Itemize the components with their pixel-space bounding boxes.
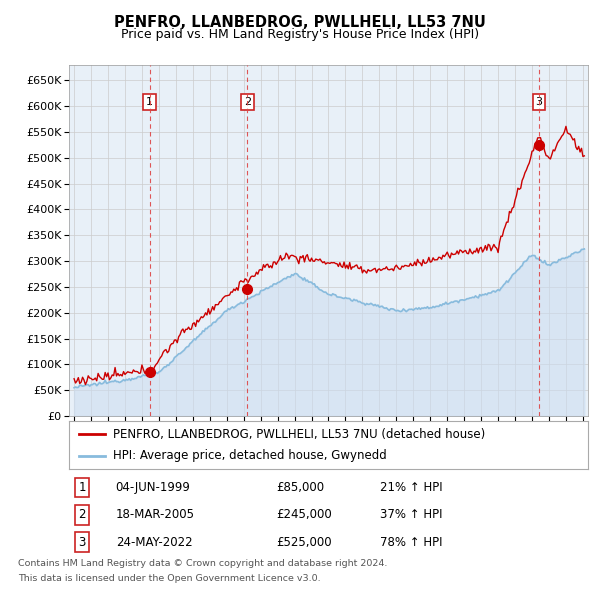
Text: 04-JUN-1999: 04-JUN-1999 (116, 481, 191, 494)
Text: 24-MAY-2022: 24-MAY-2022 (116, 536, 193, 549)
Text: 2: 2 (244, 97, 251, 107)
Text: 3: 3 (535, 97, 542, 107)
Text: PENFRO, LLANBEDROG, PWLLHELI, LL53 7NU (detached house): PENFRO, LLANBEDROG, PWLLHELI, LL53 7NU (… (113, 428, 485, 441)
Text: HPI: Average price, detached house, Gwynedd: HPI: Average price, detached house, Gwyn… (113, 449, 387, 462)
Text: £525,000: £525,000 (277, 536, 332, 549)
Text: 21% ↑ HPI: 21% ↑ HPI (380, 481, 443, 494)
Text: 37% ↑ HPI: 37% ↑ HPI (380, 508, 443, 522)
Text: 18-MAR-2005: 18-MAR-2005 (116, 508, 195, 522)
Text: This data is licensed under the Open Government Licence v3.0.: This data is licensed under the Open Gov… (18, 574, 320, 583)
Text: PENFRO, LLANBEDROG, PWLLHELI, LL53 7NU: PENFRO, LLANBEDROG, PWLLHELI, LL53 7NU (114, 15, 486, 30)
Text: 3: 3 (78, 536, 86, 549)
Text: Contains HM Land Registry data © Crown copyright and database right 2024.: Contains HM Land Registry data © Crown c… (18, 559, 388, 568)
Text: 78% ↑ HPI: 78% ↑ HPI (380, 536, 443, 549)
Text: £245,000: £245,000 (277, 508, 332, 522)
Text: £85,000: £85,000 (277, 481, 325, 494)
Text: 2: 2 (78, 508, 86, 522)
Text: Price paid vs. HM Land Registry's House Price Index (HPI): Price paid vs. HM Land Registry's House … (121, 28, 479, 41)
Text: 1: 1 (146, 97, 153, 107)
Text: 1: 1 (78, 481, 86, 494)
